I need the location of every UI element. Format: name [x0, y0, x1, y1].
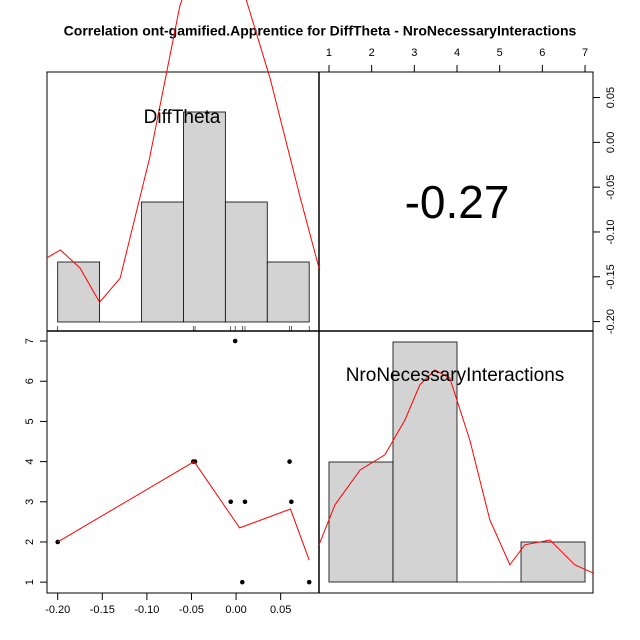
x-tick-label: -0.05 [179, 604, 204, 616]
correlation-value: -0.27 [405, 176, 510, 228]
x-tick-label: 7 [582, 47, 588, 59]
y-tick-label: 6 [24, 378, 36, 384]
density-curve [318, 369, 593, 574]
scatter-point [228, 499, 234, 505]
x-tick-label: -0.20 [45, 604, 70, 616]
histogram-bar [57, 261, 101, 323]
variable-label: NroNecessaryInteractions [346, 365, 565, 386]
histogram-bar [266, 261, 310, 323]
x-tick-label: 5 [497, 47, 503, 59]
scatter-point [306, 579, 312, 585]
x-tick-label: 6 [539, 47, 545, 59]
histogram-bar [183, 111, 226, 323]
x-tick-label: -0.10 [134, 604, 159, 616]
histogram-bar [328, 461, 394, 583]
scatter-point [242, 499, 248, 505]
scatter-point [287, 459, 292, 464]
y-tick-label: 2 [24, 539, 36, 545]
scatter-point [232, 338, 238, 344]
y-tick-label: 0.05 [605, 87, 617, 108]
histogram-bar [392, 341, 458, 583]
scatter-point [240, 579, 245, 585]
y-tick-label: 4 [24, 459, 36, 465]
x-tick-label: 2 [369, 47, 375, 59]
y-tick-label: -0.20 [605, 309, 617, 334]
y-tick-label: -0.10 [605, 219, 617, 244]
y-tick-label: 1 [24, 579, 36, 585]
variable-label: DiffTheta [144, 107, 221, 128]
density-curve [46, 0, 320, 304]
y-tick-label: 5 [24, 418, 36, 424]
y-tick-label: 7 [24, 338, 36, 344]
y-tick-label: 0.00 [605, 132, 617, 153]
x-tick-label: 1 [326, 47, 332, 59]
frame [46, 71, 594, 594]
histogram-bar [141, 201, 184, 323]
scatter-point [289, 499, 294, 505]
y-tick-label: 3 [24, 499, 36, 505]
x-tick-label: 0.05 [270, 604, 291, 616]
scatter-point [192, 459, 198, 464]
x-tick-label: 4 [454, 47, 460, 59]
fit-line [57, 460, 310, 561]
x-tick-label: -0.15 [90, 604, 115, 616]
y-tick-label: -0.05 [605, 175, 617, 200]
histogram-bar [520, 541, 586, 583]
y-tick-label: -0.15 [605, 264, 617, 289]
histogram-bar [224, 201, 268, 323]
x-tick-label: 3 [411, 47, 417, 59]
chart-title: Correlation ont-gamified.Apprentice for … [64, 23, 577, 39]
x-tick-label: 0.00 [225, 604, 246, 616]
